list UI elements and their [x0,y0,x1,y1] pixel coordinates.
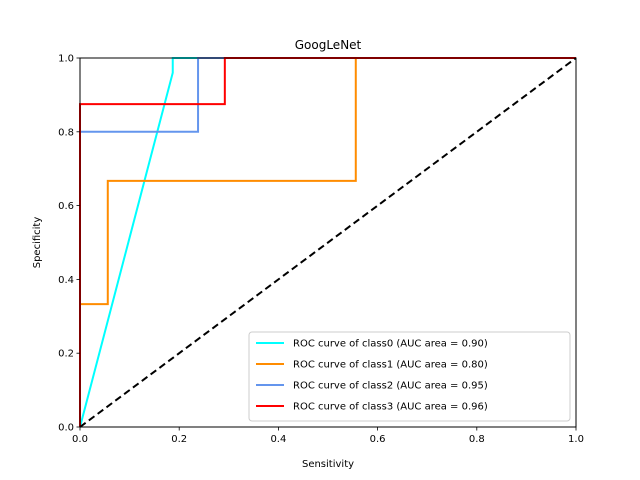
x-tick-label: 0.0 [72,434,88,445]
x-tick-label: 0.2 [171,434,187,445]
y-tick-label: 0.4 [58,275,74,286]
reference-diagonal-line [79,57,577,428]
y-tick-label: 0.8 [58,127,74,138]
legend-label-class2: ROC curve of class2 (AUC area = 0.95) [293,381,488,392]
legend-label-class1: ROC curve of class1 (AUC area = 0.80) [293,360,488,371]
x-tick-label: 0.8 [469,434,485,445]
legend-label-class0: ROC curve of class0 (AUC area = 0.90) [293,339,488,350]
y-tick-label: 0.0 [58,423,74,434]
y-axis-label: Specificity [32,217,43,269]
x-axis-label: Sensitivity [302,459,354,470]
x-ticks: 0.0 0.2 0.4 0.6 0.8 1.0 [72,427,584,445]
x-tick-label: 0.4 [270,434,286,445]
legend-items: ROC curve of class0 (AUC area = 0.90) ROC… [256,339,488,413]
chart-title: GoogLeNet [295,38,362,52]
y-tick-label: 1.0 [58,54,74,65]
y-tick-label: 0.2 [58,349,74,360]
y-tick-label: 0.6 [58,201,74,212]
legend-box [248,331,571,422]
legend: ROC curve of class0 (AUC area = 0.90) ROC… [248,331,571,422]
y-ticks: 0.0 0.2 0.4 0.6 0.8 1.0 [58,54,80,434]
x-tick-label: 0.6 [370,434,386,445]
x-tick-label: 1.0 [568,434,584,445]
plot-frame [79,57,577,428]
legend-label-class3: ROC curve of class3 (AUC area = 0.96) [293,402,488,413]
